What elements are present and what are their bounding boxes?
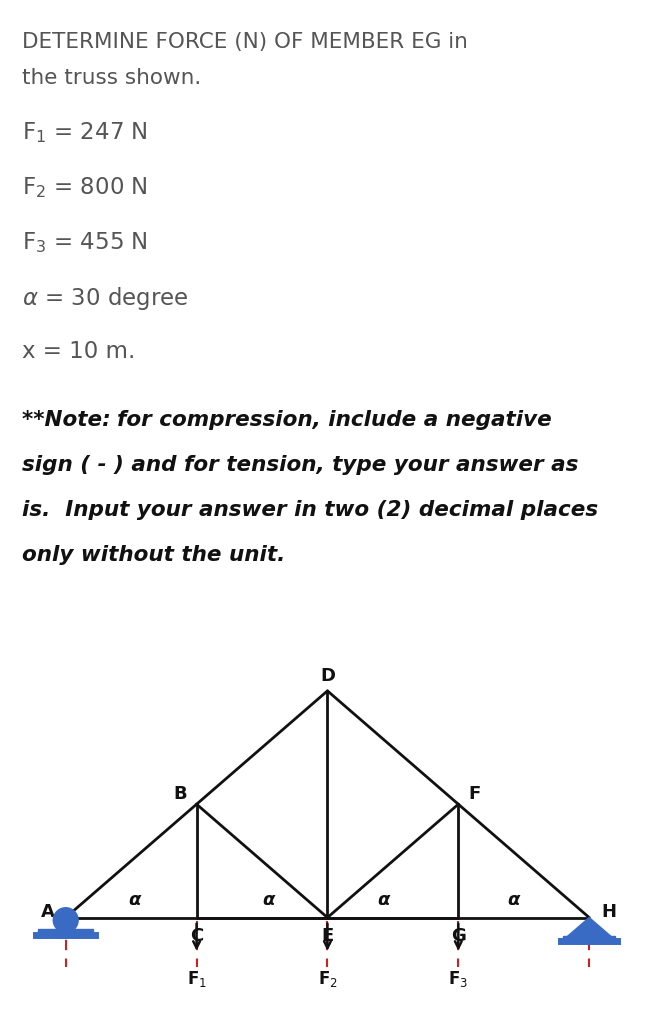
Text: D: D	[320, 667, 335, 686]
Text: G: G	[451, 927, 466, 944]
Text: the truss shown.: the truss shown.	[22, 68, 201, 88]
Circle shape	[53, 907, 78, 933]
Text: is.  Input your answer in two (2) decimal places: is. Input your answer in two (2) decimal…	[22, 500, 598, 520]
Text: F$_2$: F$_2$	[317, 968, 337, 989]
Text: x = 10 m.: x = 10 m.	[22, 340, 136, 363]
Text: E: E	[321, 927, 333, 944]
Text: for compression, include a negative: for compression, include a negative	[117, 410, 552, 430]
Text: only without the unit.: only without the unit.	[22, 545, 285, 565]
Text: sign ( - ) and for tension, type your answer as: sign ( - ) and for tension, type your an…	[22, 455, 578, 475]
Text: α: α	[377, 891, 389, 909]
Text: F$_3$: F$_3$	[448, 968, 468, 989]
Text: B: B	[174, 786, 187, 803]
Text: α: α	[508, 891, 520, 909]
Text: F$_1$: F$_1$	[186, 968, 206, 989]
Text: H: H	[601, 903, 617, 922]
Text: F$_2$ = 800 N: F$_2$ = 800 N	[22, 175, 148, 200]
Polygon shape	[565, 918, 613, 938]
Text: α: α	[263, 891, 275, 909]
Text: F$_1$ = 247 N: F$_1$ = 247 N	[22, 120, 148, 145]
Bar	[38, 929, 94, 934]
Text: DETERMINE FORCE (N) OF MEMBER EG in: DETERMINE FORCE (N) OF MEMBER EG in	[22, 32, 468, 52]
Text: C: C	[190, 927, 203, 944]
Text: F: F	[468, 786, 481, 803]
Text: $\alpha$ = 30 degree: $\alpha$ = 30 degree	[22, 285, 188, 312]
Text: F$_3$ = 455 N: F$_3$ = 455 N	[22, 230, 148, 255]
Text: A: A	[41, 903, 54, 922]
Bar	[563, 936, 615, 941]
Text: α: α	[128, 891, 140, 909]
Text: **Note:: **Note:	[22, 410, 126, 430]
